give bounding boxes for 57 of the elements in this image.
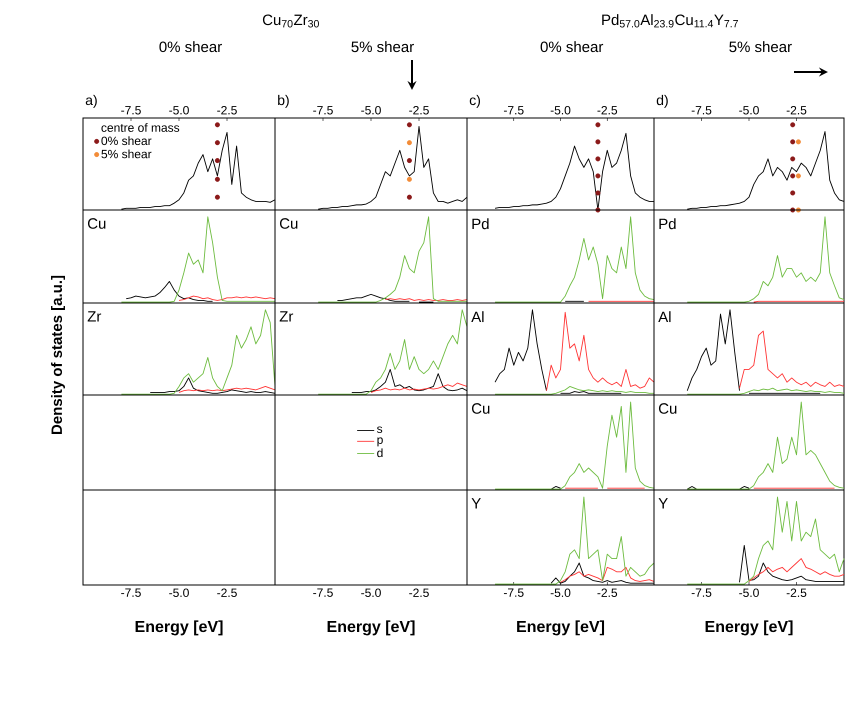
x-tick-label: -2.5 bbox=[597, 106, 618, 114]
annotation: Cu bbox=[658, 403, 676, 414]
x-tick-label: -5.0 bbox=[739, 106, 759, 114]
x-tick-label: -2.5 bbox=[786, 588, 806, 598]
x-tick-label: -2.5 bbox=[217, 588, 237, 598]
x-axis-title: Energy [eV] bbox=[136, 620, 223, 636]
annotation: Al bbox=[658, 311, 671, 322]
text: c) bbox=[470, 94, 480, 108]
text: a) bbox=[86, 94, 97, 108]
x-axis-title: Energy [eV] bbox=[706, 620, 793, 636]
x-tick-label: -7.5 bbox=[692, 588, 712, 597]
x-axis-title: Energy [eV] bbox=[517, 620, 604, 636]
text: d) bbox=[656, 94, 668, 108]
x-tick-label: -5.0 bbox=[169, 106, 189, 114]
legend-label: p bbox=[377, 437, 383, 446]
annotation: Y bbox=[658, 498, 668, 509]
x-tick-label: -2.5 bbox=[409, 106, 429, 114]
chart-subtitle: 5% shear bbox=[729, 41, 792, 52]
annotation: Cu bbox=[472, 403, 490, 414]
annotation: Al bbox=[471, 311, 484, 322]
x-tick-label: -7.5 bbox=[692, 106, 712, 114]
x-axis-title: Energy [eV] bbox=[328, 620, 415, 636]
x-tick-label: -7.5 bbox=[121, 106, 141, 114]
x-tick-label: -7.5 bbox=[313, 588, 333, 597]
chart-subtitle: 5% shear bbox=[351, 41, 414, 52]
chart-subtitle: 0% shear bbox=[540, 41, 604, 52]
annotation: Y bbox=[472, 498, 481, 509]
annotation: Pd bbox=[472, 218, 489, 230]
x-tick-label: -2.5 bbox=[217, 106, 237, 114]
legend-label: s bbox=[376, 426, 382, 433]
x-tick-label: -5.0 bbox=[361, 106, 381, 114]
chart-subtitle: 0% shear bbox=[159, 41, 222, 52]
x-tick-label: -2.5 bbox=[409, 588, 429, 598]
legend-title: centre of mass bbox=[101, 123, 180, 132]
x-tick-label: -2.5 bbox=[597, 588, 618, 598]
legend-label: 5% shear bbox=[101, 149, 152, 158]
x-tick-label: -7.5 bbox=[121, 588, 141, 597]
x-tick-label: -5.0 bbox=[361, 588, 381, 598]
annotation: Cu bbox=[88, 218, 106, 229]
x-tick-label: -7.5 bbox=[504, 106, 524, 114]
x-tick-label: -5.0 bbox=[739, 588, 759, 598]
x-tick-label: -5.0 bbox=[550, 106, 570, 114]
chart-title: Pd$_{57.0}$Al$_{23.9}$Cu$_{11.4}$Y$_{7.7}$ bbox=[602, 14, 738, 28]
x-tick-label: -2.5 bbox=[786, 106, 806, 114]
x-tick-label: -7.5 bbox=[504, 588, 524, 597]
chart-title: Cu$_{70}$Zr$_{30}$ bbox=[262, 14, 319, 28]
y-axis-title: Density of states [a.u.] bbox=[51, 276, 65, 434]
text: b) bbox=[278, 94, 289, 108]
legend-label: 0% shear bbox=[101, 136, 152, 146]
legend-label: d bbox=[377, 448, 383, 458]
annotation: Pd bbox=[659, 218, 676, 230]
annotation: Zr bbox=[280, 311, 294, 322]
x-tick-label: -5.0 bbox=[169, 588, 189, 598]
x-tick-label: -5.0 bbox=[550, 588, 570, 598]
annotation: Zr bbox=[88, 311, 102, 322]
x-tick-label: -7.5 bbox=[313, 106, 333, 114]
annotation: Cu bbox=[280, 218, 298, 229]
